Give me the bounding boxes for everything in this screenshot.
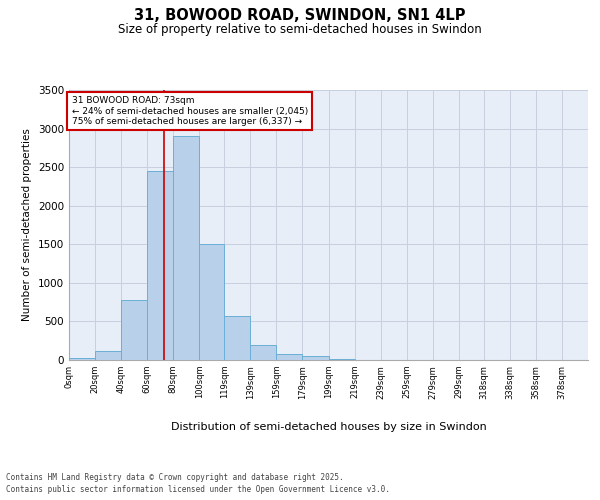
- Y-axis label: Number of semi-detached properties: Number of semi-detached properties: [22, 128, 32, 322]
- Bar: [147, 171, 173, 360]
- Text: Size of property relative to semi-detached houses in Swindon: Size of property relative to semi-detach…: [118, 22, 482, 36]
- Bar: [329, 359, 355, 360]
- Text: 31, BOWOOD ROAD, SWINDON, SN1 4LP: 31, BOWOOD ROAD, SWINDON, SN1 4LP: [134, 8, 466, 22]
- Text: Contains public sector information licensed under the Open Government Licence v3: Contains public sector information licen…: [6, 485, 390, 494]
- Bar: [224, 316, 250, 360]
- Bar: [69, 358, 95, 360]
- Bar: [250, 344, 277, 360]
- Text: Distribution of semi-detached houses by size in Swindon: Distribution of semi-detached houses by …: [171, 422, 487, 432]
- Bar: [199, 244, 224, 360]
- Text: Contains HM Land Registry data © Crown copyright and database right 2025.: Contains HM Land Registry data © Crown c…: [6, 472, 344, 482]
- Bar: [121, 300, 147, 360]
- Bar: [95, 350, 121, 360]
- Bar: [277, 354, 302, 360]
- Bar: [173, 136, 199, 360]
- Text: 31 BOWOOD ROAD: 73sqm
← 24% of semi-detached houses are smaller (2,045)
75% of s: 31 BOWOOD ROAD: 73sqm ← 24% of semi-deta…: [71, 96, 308, 126]
- Bar: [302, 356, 329, 360]
